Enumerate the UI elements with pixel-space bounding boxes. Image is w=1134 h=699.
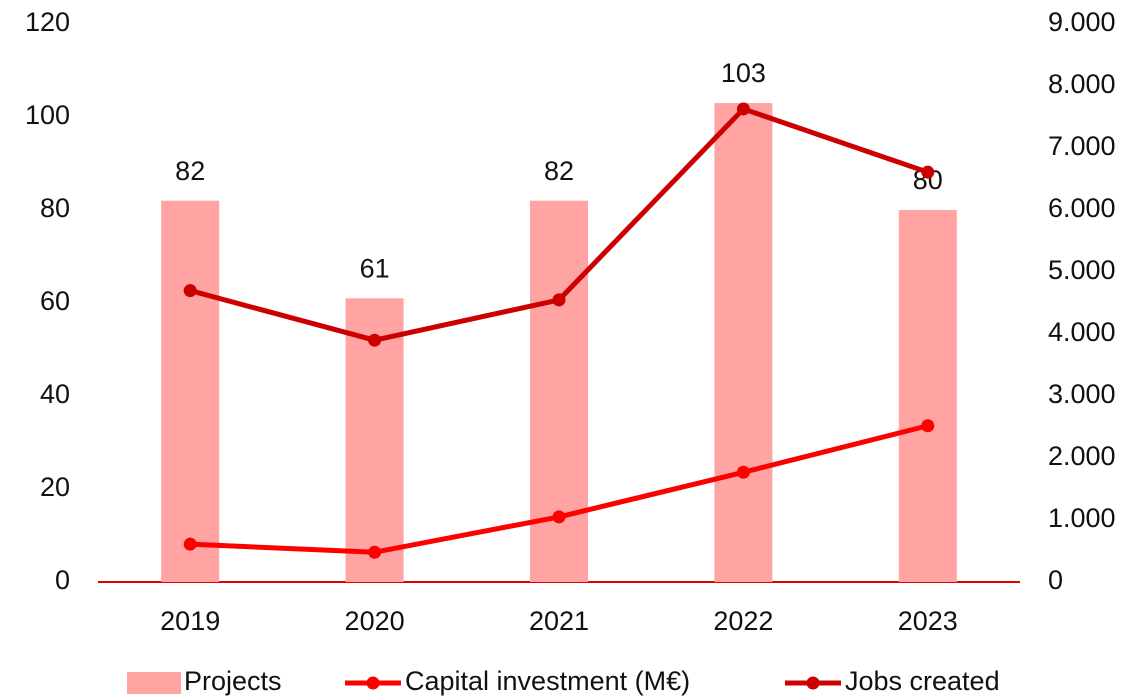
x-tick-label: 2020 (345, 606, 405, 636)
bar (898, 210, 957, 582)
point (921, 419, 935, 433)
y-tick-label: 60 (40, 286, 70, 316)
legend-marker (806, 676, 820, 690)
legend-marker (366, 676, 380, 690)
bar (714, 103, 773, 583)
legend-swatch (127, 672, 181, 694)
x-tick-label: 2021 (529, 606, 589, 636)
point (552, 293, 566, 307)
y-tick-label: 120 (25, 7, 70, 37)
point (368, 333, 382, 347)
point (183, 537, 197, 551)
legend-label: Capital investment (M€) (405, 666, 690, 696)
y2-tick-label: 9.000 (1048, 7, 1116, 37)
x-tick-label: 2023 (898, 606, 958, 636)
point (183, 284, 197, 298)
data-label: 61 (360, 253, 390, 283)
y2-tick-label: 1.000 (1048, 503, 1116, 533)
point (921, 165, 935, 179)
y-tick-label: 20 (40, 472, 70, 502)
y-tick-label: 0 (55, 565, 70, 595)
y2-tick-label: 6.000 (1048, 193, 1116, 223)
bar (161, 200, 220, 582)
y2-tick-label: 8.000 (1048, 69, 1116, 99)
data-label: 82 (175, 156, 205, 186)
y2-tick-label: 0 (1048, 565, 1063, 595)
point (368, 545, 382, 559)
y2-tick-label: 7.000 (1048, 131, 1116, 161)
data-label: 82 (544, 156, 574, 186)
legend-label: Projects (184, 666, 282, 696)
y-tick-label: 80 (40, 193, 70, 223)
point (736, 465, 750, 479)
y-tick-label: 40 (40, 379, 70, 409)
y2-tick-label: 5.000 (1048, 255, 1116, 285)
bar (530, 200, 588, 582)
data-label: 103 (721, 58, 766, 88)
y2-tick-label: 3.000 (1048, 379, 1116, 409)
x-tick-label: 2022 (713, 606, 773, 636)
y2-tick-label: 2.000 (1048, 441, 1116, 471)
y-tick-label: 100 (25, 100, 70, 130)
legend-label: Jobs created (845, 666, 1000, 696)
x-tick-label: 2019 (160, 606, 220, 636)
point (736, 102, 750, 116)
y2-tick-label: 4.000 (1048, 317, 1116, 347)
point (552, 510, 566, 524)
